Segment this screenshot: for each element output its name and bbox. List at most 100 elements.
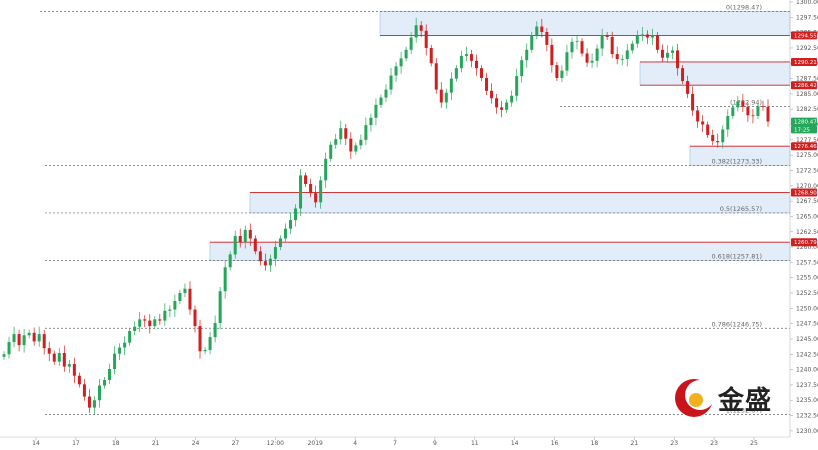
candle-body <box>736 101 740 108</box>
candle-body <box>344 128 348 139</box>
y-tick-label: 1277.50 <box>796 137 818 144</box>
candle-body <box>706 124 710 135</box>
candle-body <box>294 208 298 221</box>
candle-body <box>183 288 187 294</box>
candle-body <box>485 77 489 91</box>
candle-body <box>218 291 222 324</box>
candle-body <box>243 229 247 243</box>
candle-body <box>670 50 675 53</box>
candle-body <box>691 93 695 111</box>
candle-body <box>97 385 102 401</box>
candle-body <box>203 350 207 352</box>
candle-body <box>309 183 313 194</box>
price-badge-label: 1294.55 <box>794 33 817 39</box>
candle-body <box>364 125 368 140</box>
candle-body <box>565 52 569 71</box>
price-badge <box>791 142 817 151</box>
x-tick-label: 2019 <box>308 440 323 447</box>
x-tick-label: 16 <box>551 440 559 447</box>
candle-body <box>299 175 303 209</box>
candle-body <box>223 267 227 292</box>
x-tick-label: 21 <box>152 440 160 447</box>
candle-body <box>746 106 750 116</box>
candle-body <box>263 261 267 266</box>
candle-body <box>660 49 664 58</box>
candle-body <box>248 229 252 239</box>
candle-body <box>414 25 418 38</box>
candle-body <box>148 320 152 327</box>
candle-body <box>655 35 659 50</box>
x-tick-label: 14 <box>511 440 519 447</box>
candles <box>2 17 770 414</box>
candle-body <box>193 309 197 327</box>
candle-body <box>404 49 408 59</box>
price-badge <box>791 188 817 197</box>
candle-body <box>273 247 277 259</box>
x-tick-label: 23 <box>670 440 678 447</box>
candle-body <box>233 236 237 255</box>
candle-body <box>113 353 117 369</box>
price-badge-label: 1268.90 <box>794 191 817 197</box>
candle-body <box>27 332 31 336</box>
candle-body <box>625 50 629 59</box>
candle-body <box>429 47 433 64</box>
x-tick-label: 12:00 <box>267 440 284 447</box>
y-tick-label: 1257.50 <box>796 259 818 266</box>
x-tick-label: 9 <box>433 440 437 447</box>
candle-body <box>103 380 107 386</box>
candle-body <box>469 54 473 61</box>
candle-body <box>505 102 509 110</box>
candle-body <box>490 90 494 99</box>
x-tick-label: 23 <box>710 440 718 447</box>
candle-body <box>515 76 519 96</box>
candle-body <box>439 89 443 103</box>
price-badge <box>791 117 817 126</box>
fib-level-label: 0.382(1273.33) <box>711 157 762 165</box>
candle-body <box>42 334 46 349</box>
candle-body <box>228 254 232 268</box>
candle-body <box>258 251 262 262</box>
candle-body <box>329 144 333 159</box>
candle-body <box>12 334 16 343</box>
y-tick-label: 1297.50 <box>796 14 818 21</box>
candle-body <box>409 37 413 50</box>
candle-body <box>37 334 41 342</box>
candle-body <box>610 36 614 55</box>
candle-body <box>87 396 91 408</box>
candle-body <box>696 110 700 122</box>
candle-body <box>555 65 559 78</box>
y-tick-label: 1242.50 <box>796 351 818 358</box>
candle-body <box>449 78 453 93</box>
fib-level-label: 0.5(1265.57) <box>720 205 762 213</box>
candle-body <box>716 141 720 143</box>
brand-logo: 金盛 <box>672 374 784 424</box>
y-tick-label: 1235.00 <box>796 397 818 404</box>
candle-body <box>520 60 524 77</box>
candle-body <box>389 75 393 90</box>
x-tick-label: 18 <box>112 440 120 447</box>
candle-body <box>751 115 755 117</box>
candle-body <box>731 107 735 116</box>
candle-body <box>57 353 61 362</box>
y-tick-label: 1255.00 <box>796 275 818 282</box>
candle-body <box>741 101 745 107</box>
candle-body <box>163 310 167 321</box>
candle-body <box>153 319 157 327</box>
price-badge <box>791 238 817 247</box>
candle-body <box>22 335 26 346</box>
candle-body <box>444 92 448 103</box>
price-badge <box>791 81 817 90</box>
candle-body <box>761 106 765 107</box>
candle-body <box>288 220 293 229</box>
candle-body <box>535 26 539 36</box>
candle-body <box>32 332 36 342</box>
candle-body <box>67 364 71 367</box>
candle-body <box>304 175 308 184</box>
candle-body <box>474 60 478 69</box>
candle-body <box>72 364 76 376</box>
y-tick-label: 1237.50 <box>796 382 818 389</box>
candle-body <box>575 41 579 43</box>
fib-level-label: 0.618(1257.81) <box>711 252 762 260</box>
candle-body <box>630 43 634 51</box>
